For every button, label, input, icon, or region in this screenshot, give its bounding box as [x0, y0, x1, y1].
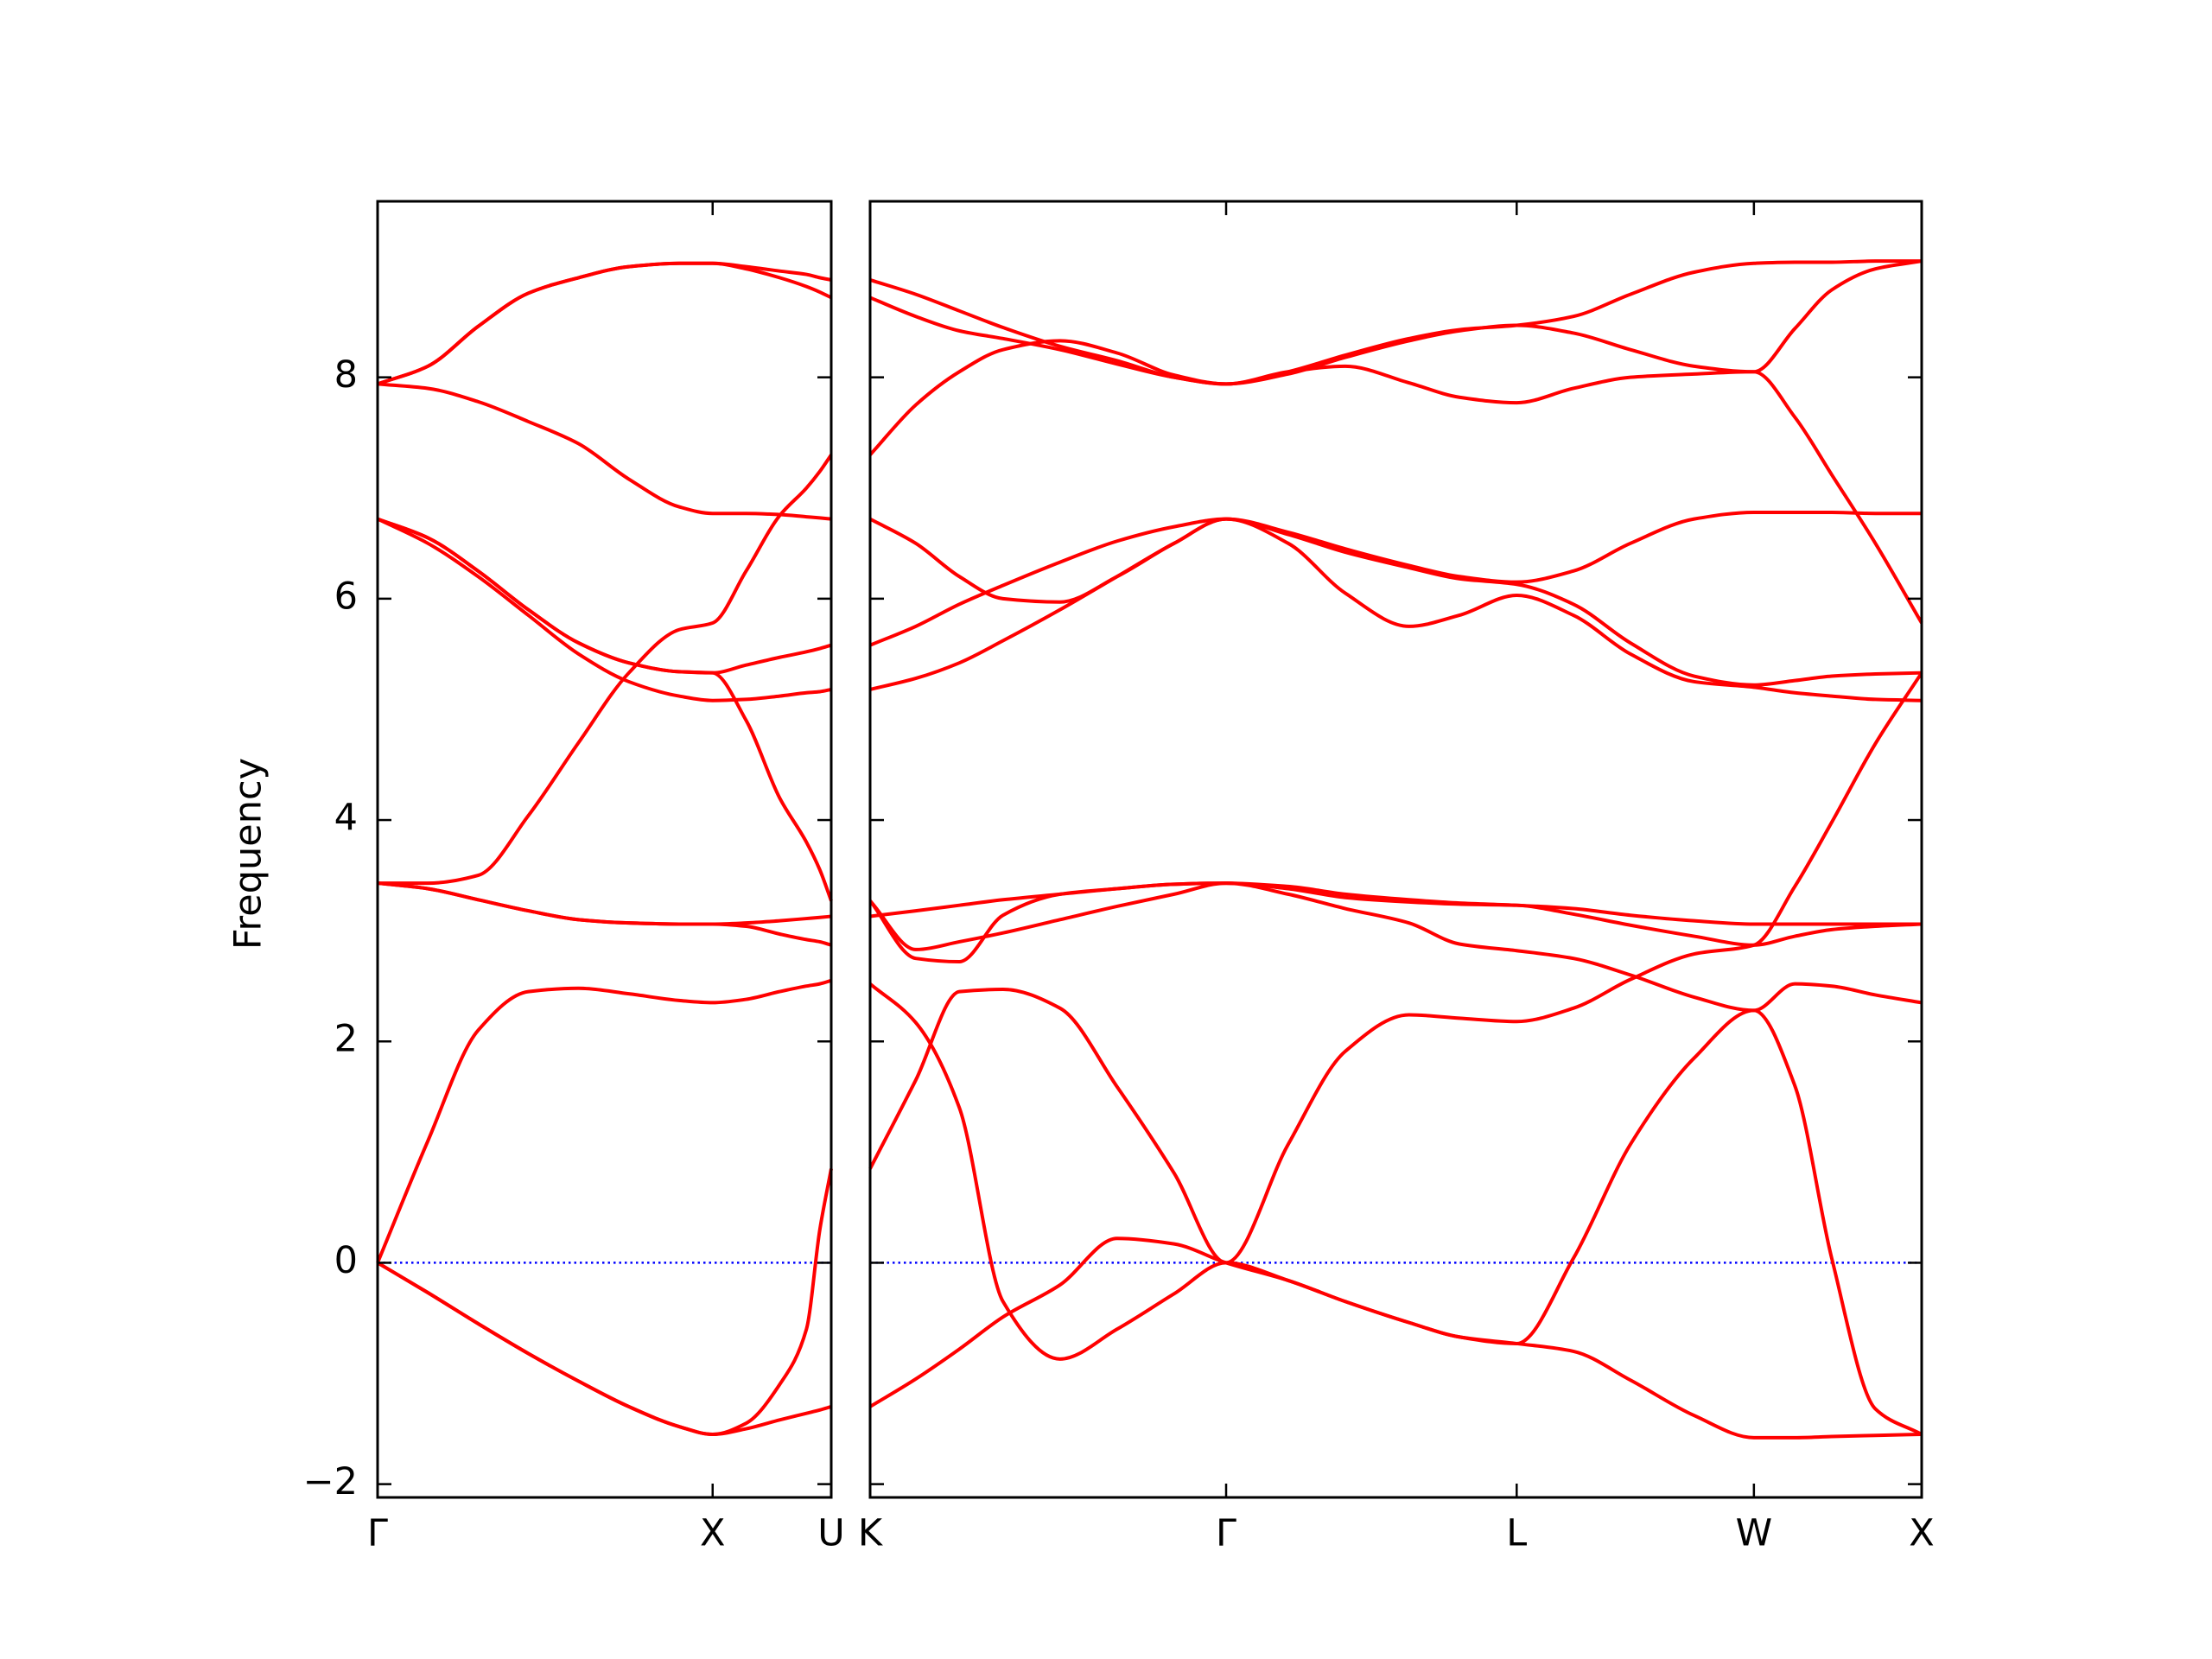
- band-line: [377, 881, 832, 926]
- x-tick-label: K: [858, 1512, 884, 1555]
- y-axis-label: Frequency: [227, 758, 270, 950]
- y-tick-label: 4: [334, 797, 358, 840]
- x-tick-label: Γ: [367, 1512, 388, 1555]
- band-line: [868, 881, 1923, 964]
- band-line: [869, 259, 1923, 386]
- x-tick-label: X: [700, 1512, 725, 1555]
- band-line: [869, 517, 1923, 687]
- y-tick-label: 6: [334, 575, 358, 618]
- band-line: [377, 261, 832, 386]
- x-tick-label: Γ: [1216, 1512, 1236, 1555]
- band-line: [869, 881, 1922, 926]
- y-tick-label: 0: [334, 1239, 358, 1282]
- axes-frame: [868, 200, 1923, 1499]
- x-tick-label: L: [1506, 1512, 1527, 1555]
- x-tick-label: U: [817, 1512, 844, 1555]
- band-line: [868, 671, 1923, 1265]
- y-tick-label: 8: [334, 353, 358, 397]
- band-line: [377, 517, 833, 902]
- band-line: [378, 454, 833, 886]
- x-tick-label: X: [1909, 1512, 1934, 1555]
- band-line: [868, 881, 1923, 1013]
- axes-frame: [376, 200, 833, 1499]
- band-line: [377, 382, 832, 521]
- band-line: [376, 1168, 833, 1436]
- band-line: [377, 517, 832, 702]
- band-line: [868, 982, 1923, 1436]
- band-line: [376, 978, 832, 1264]
- x-tick-label: W: [1736, 1512, 1773, 1555]
- y-tick-label: −2: [303, 1460, 358, 1503]
- band-line: [869, 510, 1922, 604]
- band-line: [869, 517, 1923, 702]
- band-line: [869, 259, 1922, 386]
- y-tick-label: 2: [334, 1018, 358, 1061]
